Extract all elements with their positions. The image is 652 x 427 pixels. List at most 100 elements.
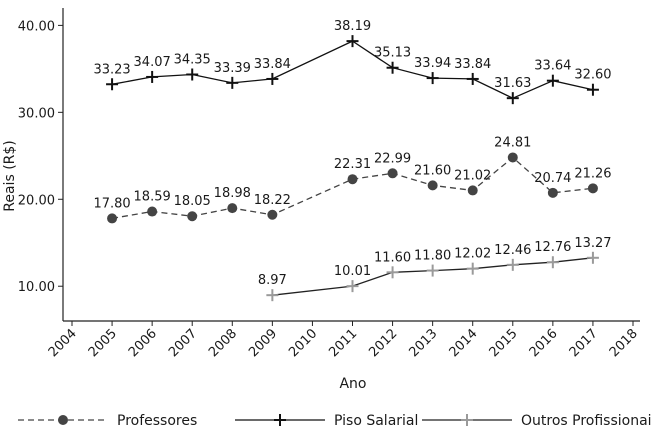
data-label: 17.80 (93, 196, 130, 211)
x-tick-label: 2016 (527, 326, 561, 360)
data-point (267, 209, 278, 220)
legend-item-1: Piso Salarial (235, 413, 418, 427)
x-tick-label: 2017 (567, 326, 601, 360)
data-label: 10.01 (334, 264, 371, 279)
y-tick-label: 10.00 (18, 280, 55, 295)
data-point (266, 289, 279, 302)
data-point (266, 72, 279, 85)
data-point (346, 280, 359, 293)
data-point (346, 35, 359, 48)
data-point (386, 61, 399, 74)
y-tick-label: 40.00 (18, 19, 55, 34)
legend-label: Piso Salarial (334, 413, 418, 427)
x-tick-label: 2013 (406, 326, 440, 360)
y-axis-title: Reais (R$) (2, 140, 18, 211)
data-label: 13.27 (574, 236, 611, 251)
data-point (547, 187, 558, 198)
x-tick-label: 2008 (206, 326, 240, 360)
x-tick-label: 2011 (326, 326, 360, 360)
data-label: 33.23 (93, 62, 130, 77)
series-layer (106, 35, 599, 302)
legend-marker (461, 414, 473, 426)
series-line (111, 40, 594, 99)
x-tick-label: 2009 (246, 326, 280, 360)
x-tick-label: 2005 (86, 326, 120, 360)
y-tick-label: 30.00 (18, 106, 55, 121)
data-label: 33.94 (414, 56, 451, 71)
x-tick-label: 2018 (607, 326, 641, 360)
data-label: 22.99 (374, 151, 411, 166)
data-label: 20.74 (534, 171, 571, 186)
series-0 (107, 152, 598, 224)
x-axis-title: Ano (339, 376, 366, 392)
data-point (546, 74, 559, 87)
data-point (226, 76, 239, 89)
data-point (187, 211, 198, 222)
data-label: 18.98 (214, 186, 251, 201)
data-label: 31.63 (494, 76, 531, 91)
data-point (386, 266, 399, 279)
data-point (467, 185, 478, 196)
data-label: 34.35 (174, 53, 211, 68)
data-point (586, 83, 599, 96)
data-point (546, 256, 559, 269)
data-point (586, 251, 599, 264)
data-label: 8.97 (258, 273, 287, 288)
x-tick-label: 2010 (286, 326, 320, 360)
data-point (507, 152, 518, 163)
legend: Professores Piso Salarial Outros Profissio… (18, 413, 652, 427)
data-label: 21.60 (414, 163, 451, 178)
data-label: 12.76 (534, 240, 571, 255)
y-tick-label: 20.00 (18, 193, 55, 208)
data-label: 33.84 (254, 57, 291, 72)
legend-label: Professores (117, 413, 197, 427)
data-label: 33.64 (534, 59, 571, 74)
series-line (272, 257, 593, 296)
data-label: 24.81 (494, 135, 531, 150)
data-point (347, 174, 358, 185)
data-point (506, 92, 519, 105)
data-label: 34.07 (134, 55, 171, 70)
data-point (227, 203, 238, 214)
data-label: 33.84 (454, 57, 491, 72)
data-point (186, 68, 199, 81)
data-label: 18.59 (134, 190, 171, 205)
x-tick-label: 2006 (126, 326, 160, 360)
data-label: 22.31 (334, 157, 371, 172)
data-label: 11.60 (374, 250, 411, 265)
data-label: 12.46 (494, 243, 531, 258)
data-label: 21.02 (454, 168, 491, 183)
data-point (506, 258, 519, 271)
x-tick-label: 2015 (487, 326, 521, 360)
data-label: 11.80 (414, 249, 451, 264)
x-tick-label: 2007 (166, 326, 200, 360)
data-label: 32.60 (574, 68, 611, 83)
legend-item-2: Outros Profissionais (422, 413, 652, 427)
series-line (111, 156, 593, 220)
series-1 (106, 35, 599, 105)
data-point (106, 78, 119, 91)
x-tick-label: 2004 (46, 326, 80, 360)
data-label: 38.19 (334, 19, 371, 34)
data-point (146, 70, 159, 83)
data-point (426, 72, 439, 85)
data-label: 12.02 (454, 247, 491, 262)
data-point (427, 180, 438, 191)
data-point (466, 72, 479, 85)
data-label: 21.26 (574, 166, 611, 181)
series-2 (266, 251, 599, 302)
legend-item-0: Professores (18, 413, 197, 427)
data-label: 18.05 (174, 194, 211, 209)
x-tick-label: 2012 (366, 326, 400, 360)
data-point (387, 168, 398, 179)
data-point (107, 213, 118, 224)
legend-marker (274, 414, 286, 426)
data-point (587, 183, 598, 194)
data-point (147, 206, 158, 217)
legend-label: Outros Profissionais (521, 413, 652, 427)
data-label: 35.13 (374, 46, 411, 61)
data-label: 18.22 (254, 193, 291, 208)
x-tick-label: 2014 (447, 326, 481, 360)
